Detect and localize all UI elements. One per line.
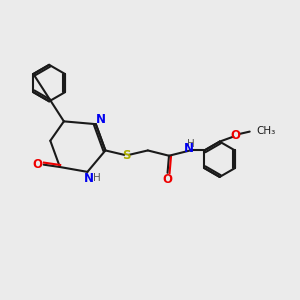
Text: H: H bbox=[93, 173, 101, 183]
Text: N: N bbox=[96, 112, 106, 126]
Text: N: N bbox=[184, 142, 194, 155]
Text: H: H bbox=[187, 139, 194, 149]
Text: O: O bbox=[162, 173, 172, 186]
Text: S: S bbox=[122, 149, 131, 162]
Text: CH₃: CH₃ bbox=[256, 126, 276, 136]
Text: N: N bbox=[84, 172, 94, 185]
Text: O: O bbox=[231, 129, 241, 142]
Text: O: O bbox=[32, 158, 42, 171]
